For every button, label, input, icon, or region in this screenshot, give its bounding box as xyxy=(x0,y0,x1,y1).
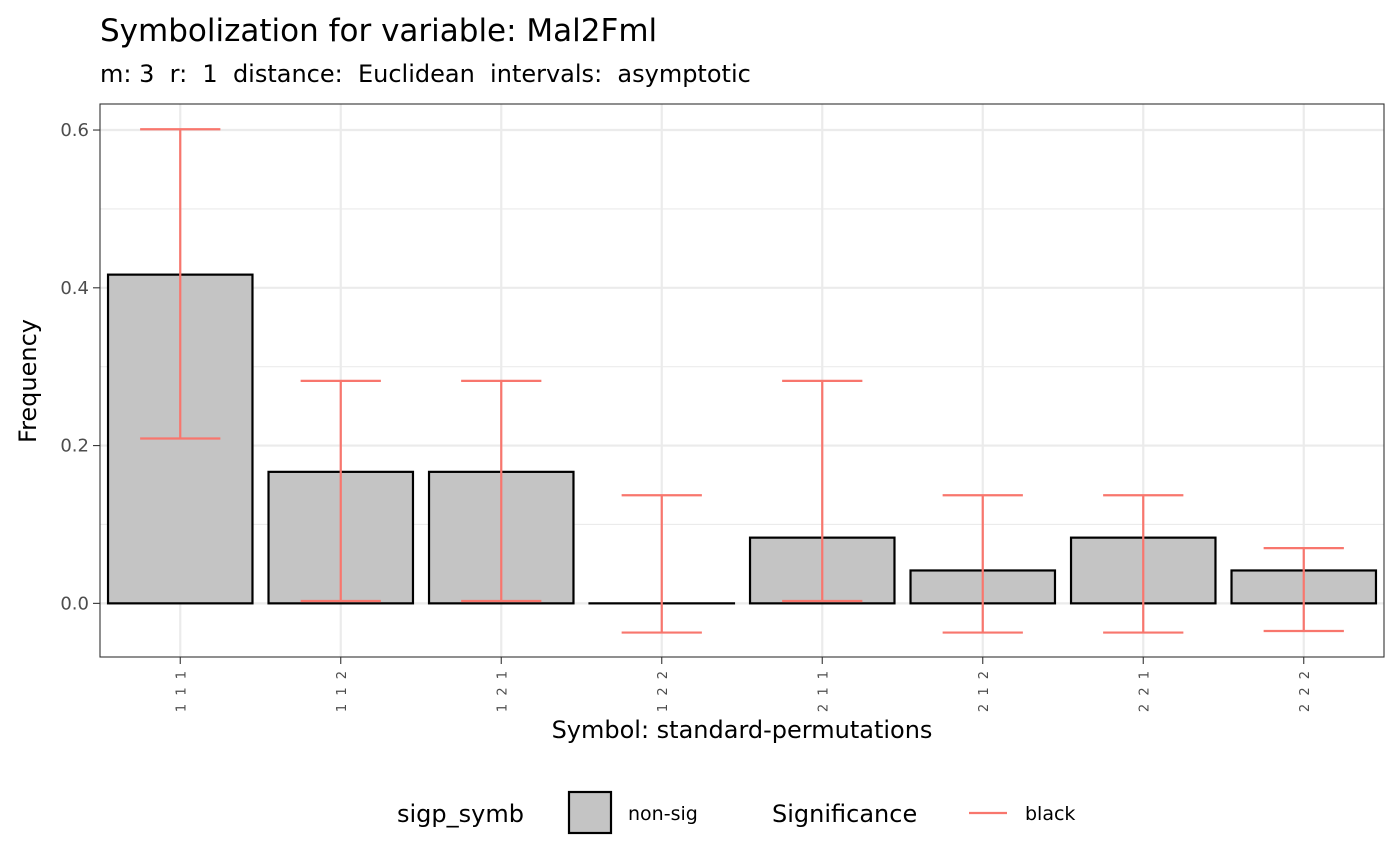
bars xyxy=(106,273,1378,605)
y-axis-ticks: 0.0 0.2 0.4 0.6 xyxy=(60,120,100,614)
x-tick-label: 1 1 2 xyxy=(335,669,350,712)
legend: sigp_symb non-sig Significance black xyxy=(397,790,1075,835)
x-tick-label: 2 2 1 xyxy=(1137,669,1152,712)
legend-label-black: black xyxy=(1025,803,1075,825)
legend-title-sigp-symb: sigp_symb xyxy=(397,800,524,828)
legend-title-significance: Significance xyxy=(772,800,917,828)
x-tick-label: 2 1 1 xyxy=(816,669,831,712)
x-tick-label: 2 2 2 xyxy=(1298,669,1313,712)
y-tick-label: 0.2 xyxy=(60,436,89,457)
y-tick-label: 0.0 xyxy=(60,593,89,614)
x-axis-title: Symbol: standard-permutations xyxy=(552,716,933,744)
x-tick-label: 1 1 1 xyxy=(174,669,189,712)
chart-title: Symbolization for variable: Mal2Fml xyxy=(100,13,657,49)
y-tick-label: 0.6 xyxy=(60,120,89,141)
legend-label-non-sig: non-sig xyxy=(628,803,698,825)
y-axis-title: Frequency xyxy=(14,319,42,443)
x-tick-label: 2 1 2 xyxy=(977,669,992,712)
x-axis-ticks: 1 1 1 1 1 2 1 2 1 1 2 2 2 1 1 2 1 2 2 2 1 2 2 2 xyxy=(174,657,1313,712)
chart-subtitle: m: 3 r: 1 distance: Euclidean intervals:… xyxy=(100,60,751,88)
y-tick-label: 0.4 xyxy=(60,278,89,299)
x-tick-label: 1 2 1 xyxy=(495,669,510,712)
panel-border xyxy=(99,103,1385,658)
error-bars xyxy=(140,128,1344,634)
x-tick-label: 1 2 2 xyxy=(656,669,671,712)
legend-key-non-sig xyxy=(567,790,613,835)
